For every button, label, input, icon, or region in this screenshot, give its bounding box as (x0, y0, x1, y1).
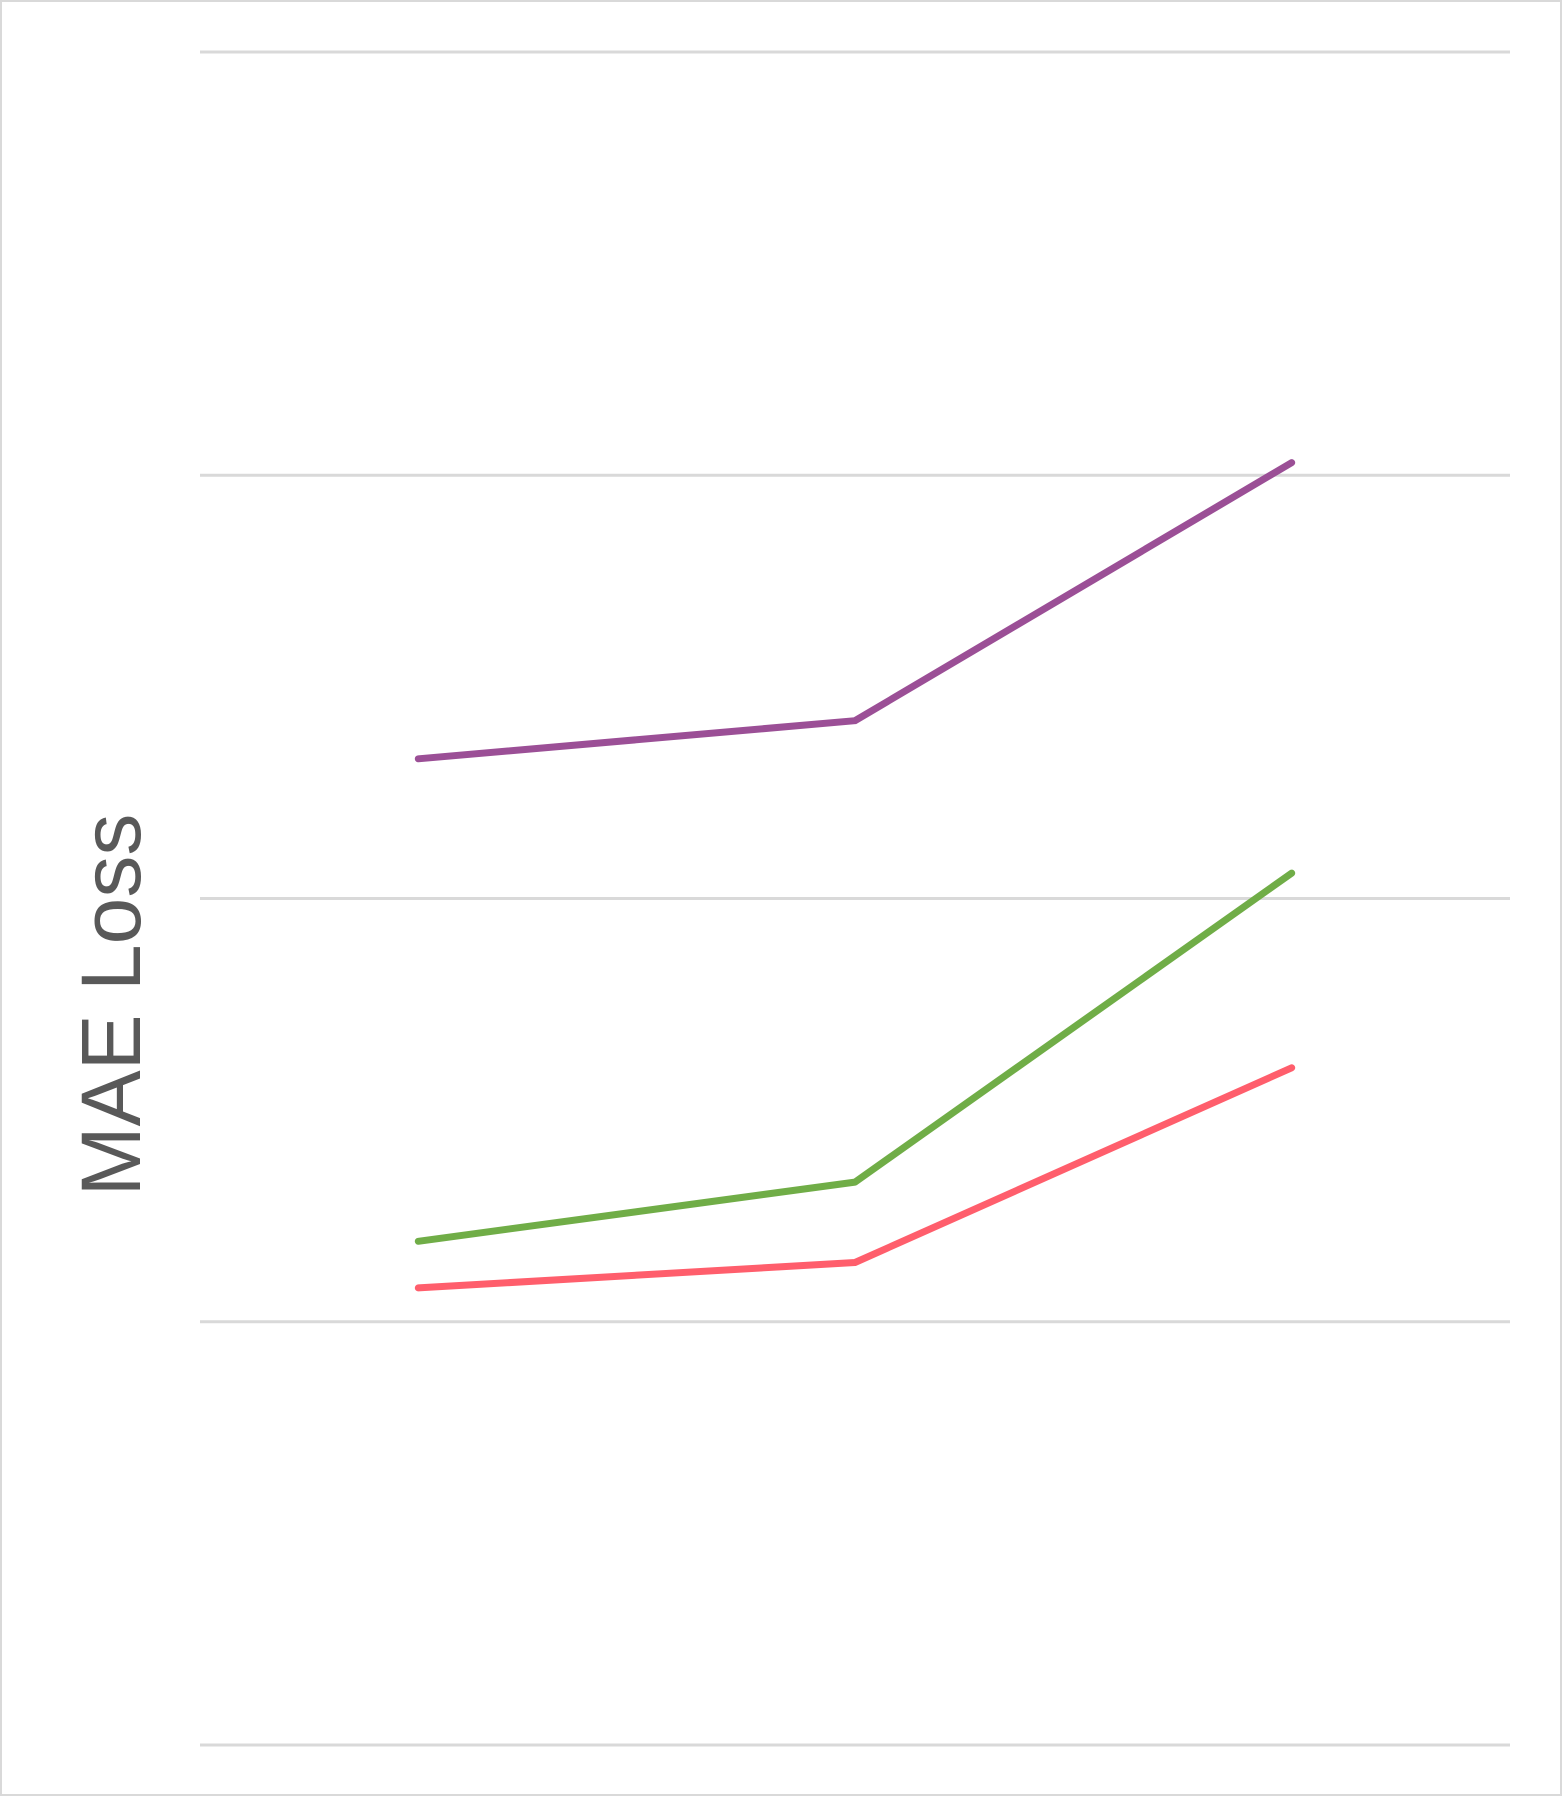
gridlines (200, 50, 1510, 1747)
series-line-2 (414, 869, 1296, 1245)
series-line-3 (414, 1064, 1296, 1292)
y-axis-label: MAE Loss (64, 814, 158, 1197)
series-lines (414, 459, 1296, 1292)
series-line-1 (414, 459, 1296, 763)
